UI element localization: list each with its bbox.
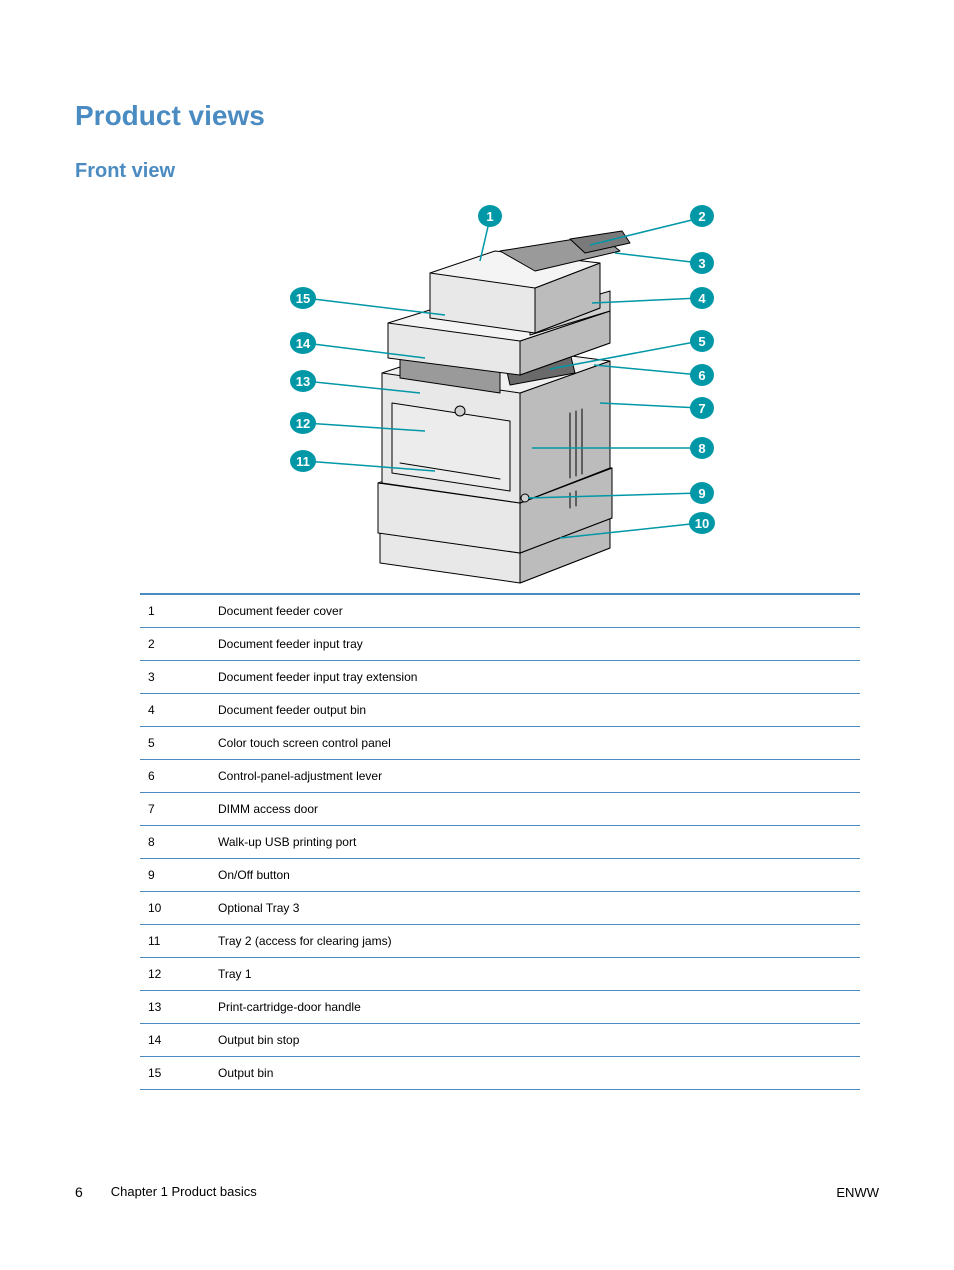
part-label: Output bin: [210, 1057, 860, 1090]
part-label: Document feeder input tray: [210, 628, 860, 661]
subsection-title: Front view: [75, 160, 879, 183]
part-number: 5: [140, 727, 210, 760]
part-label: Walk-up USB printing port: [210, 826, 860, 859]
locale-label: ENWW: [836, 1185, 879, 1200]
part-number: 12: [140, 958, 210, 991]
svg-text:1: 1: [486, 209, 493, 224]
part-label: Document feeder output bin: [210, 694, 860, 727]
svg-text:9: 9: [698, 486, 705, 501]
callout-11: 11: [290, 450, 316, 472]
table-row: 3Document feeder input tray extension: [140, 661, 860, 694]
table-row: 10Optional Tray 3: [140, 892, 860, 925]
part-number: 3: [140, 661, 210, 694]
part-number: 10: [140, 892, 210, 925]
table-row: 8Walk-up USB printing port: [140, 826, 860, 859]
front-view-diagram: 1 2 3 4 5 6 7 8 9 10 15 14 13 12 11: [140, 203, 860, 593]
table-row: 5Color touch screen control panel: [140, 727, 860, 760]
table-row: 1Document feeder cover: [140, 594, 860, 628]
part-number: 8: [140, 826, 210, 859]
part-label: Optional Tray 3: [210, 892, 860, 925]
table-row: 7DIMM access door: [140, 793, 860, 826]
part-label: Tray 1: [210, 958, 860, 991]
callout-15: 15: [290, 287, 316, 309]
svg-text:3: 3: [698, 256, 705, 271]
part-label: Document feeder cover: [210, 594, 860, 628]
callout-10: 10: [689, 512, 715, 534]
callout-14: 14: [290, 332, 316, 354]
table-row: 14Output bin stop: [140, 1024, 860, 1057]
part-number: 9: [140, 859, 210, 892]
table-row: 4Document feeder output bin: [140, 694, 860, 727]
svg-text:8: 8: [698, 441, 705, 456]
svg-text:7: 7: [698, 401, 705, 416]
table-row: 12Tray 1: [140, 958, 860, 991]
part-number: 6: [140, 760, 210, 793]
svg-text:6: 6: [698, 368, 705, 383]
page-footer: 6 Chapter 1 Product basics ENWW: [0, 1184, 954, 1200]
svg-text:15: 15: [296, 291, 310, 306]
table-row: 6Control-panel-adjustment lever: [140, 760, 860, 793]
part-label: Print-cartridge-door handle: [210, 991, 860, 1024]
part-label: Control-panel-adjustment lever: [210, 760, 860, 793]
part-label: Tray 2 (access for clearing jams): [210, 925, 860, 958]
callout-4: 4: [690, 287, 714, 309]
callout-8: 8: [690, 437, 714, 459]
printer-diagram-svg: 1 2 3 4 5 6 7 8 9 10 15 14 13 12 11: [270, 203, 730, 593]
callout-2: 2: [690, 205, 714, 227]
svg-text:12: 12: [296, 416, 310, 431]
svg-text:13: 13: [296, 374, 310, 389]
table-row: 2Document feeder input tray: [140, 628, 860, 661]
table-row: 9On/Off button: [140, 859, 860, 892]
part-number: 2: [140, 628, 210, 661]
parts-table: 1Document feeder cover2Document feeder i…: [140, 593, 860, 1090]
part-label: On/Off button: [210, 859, 860, 892]
part-number: 14: [140, 1024, 210, 1057]
part-label: Document feeder input tray extension: [210, 661, 860, 694]
callout-12: 12: [290, 412, 316, 434]
part-number: 13: [140, 991, 210, 1024]
callout-3: 3: [690, 252, 714, 274]
part-number: 7: [140, 793, 210, 826]
part-number: 4: [140, 694, 210, 727]
svg-text:11: 11: [296, 454, 310, 469]
part-label: Color touch screen control panel: [210, 727, 860, 760]
svg-text:14: 14: [296, 336, 311, 351]
callout-6: 6: [690, 364, 714, 386]
callout-5: 5: [690, 330, 714, 352]
chapter-label: Chapter 1 Product basics: [111, 1184, 257, 1200]
callout-1: 1: [478, 205, 502, 227]
table-row: 13Print-cartridge-door handle: [140, 991, 860, 1024]
svg-text:10: 10: [695, 516, 709, 531]
part-label: Output bin stop: [210, 1024, 860, 1057]
page-number: 6: [75, 1184, 83, 1200]
table-row: 11Tray 2 (access for clearing jams): [140, 925, 860, 958]
part-number: 15: [140, 1057, 210, 1090]
callout-7: 7: [690, 397, 714, 419]
callout-9: 9: [690, 482, 714, 504]
part-number: 1: [140, 594, 210, 628]
section-title: Product views: [75, 100, 879, 132]
part-label: DIMM access door: [210, 793, 860, 826]
svg-text:5: 5: [698, 334, 705, 349]
svg-text:2: 2: [698, 209, 705, 224]
svg-text:4: 4: [698, 291, 706, 306]
table-row: 15Output bin: [140, 1057, 860, 1090]
callout-13: 13: [290, 370, 316, 392]
part-number: 11: [140, 925, 210, 958]
